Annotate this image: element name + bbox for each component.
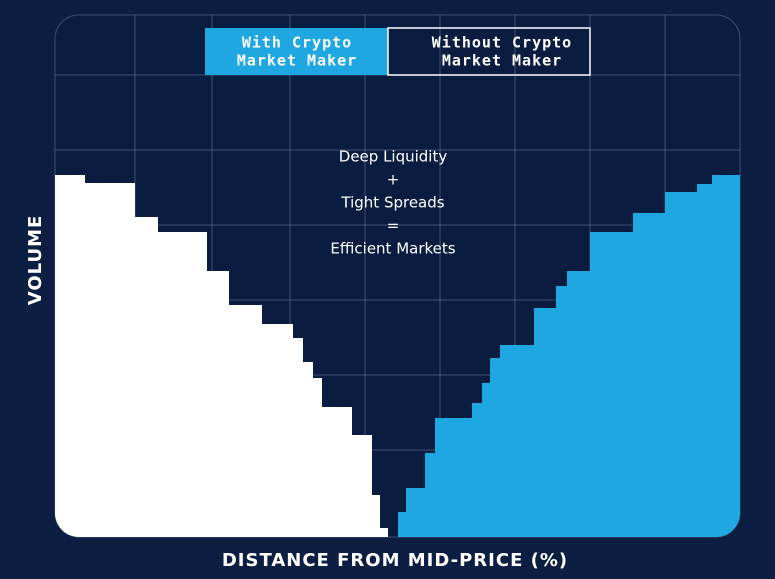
annotation: Deep Liquidity	[339, 148, 448, 166]
annotation: +	[387, 171, 400, 189]
annotation: Efficient Markets	[330, 240, 455, 258]
legend-swatch-with	[205, 28, 388, 75]
legend-swatch-without	[387, 27, 591, 76]
x-axis-label: DISTANCE FROM MID-PRICE (%)	[222, 550, 568, 571]
y-axis-label: VOLUME	[25, 215, 46, 306]
legend-label: Without Crypto	[432, 34, 572, 52]
bid-steps	[55, 175, 388, 537]
legend-label: Market Maker	[237, 52, 357, 70]
annotation: =	[387, 217, 400, 235]
ask-steps	[398, 175, 740, 537]
annotation: Tight Spreads	[340, 194, 444, 212]
legend-label: With Crypto	[242, 34, 352, 52]
legend-label: Market Maker	[442, 52, 562, 70]
